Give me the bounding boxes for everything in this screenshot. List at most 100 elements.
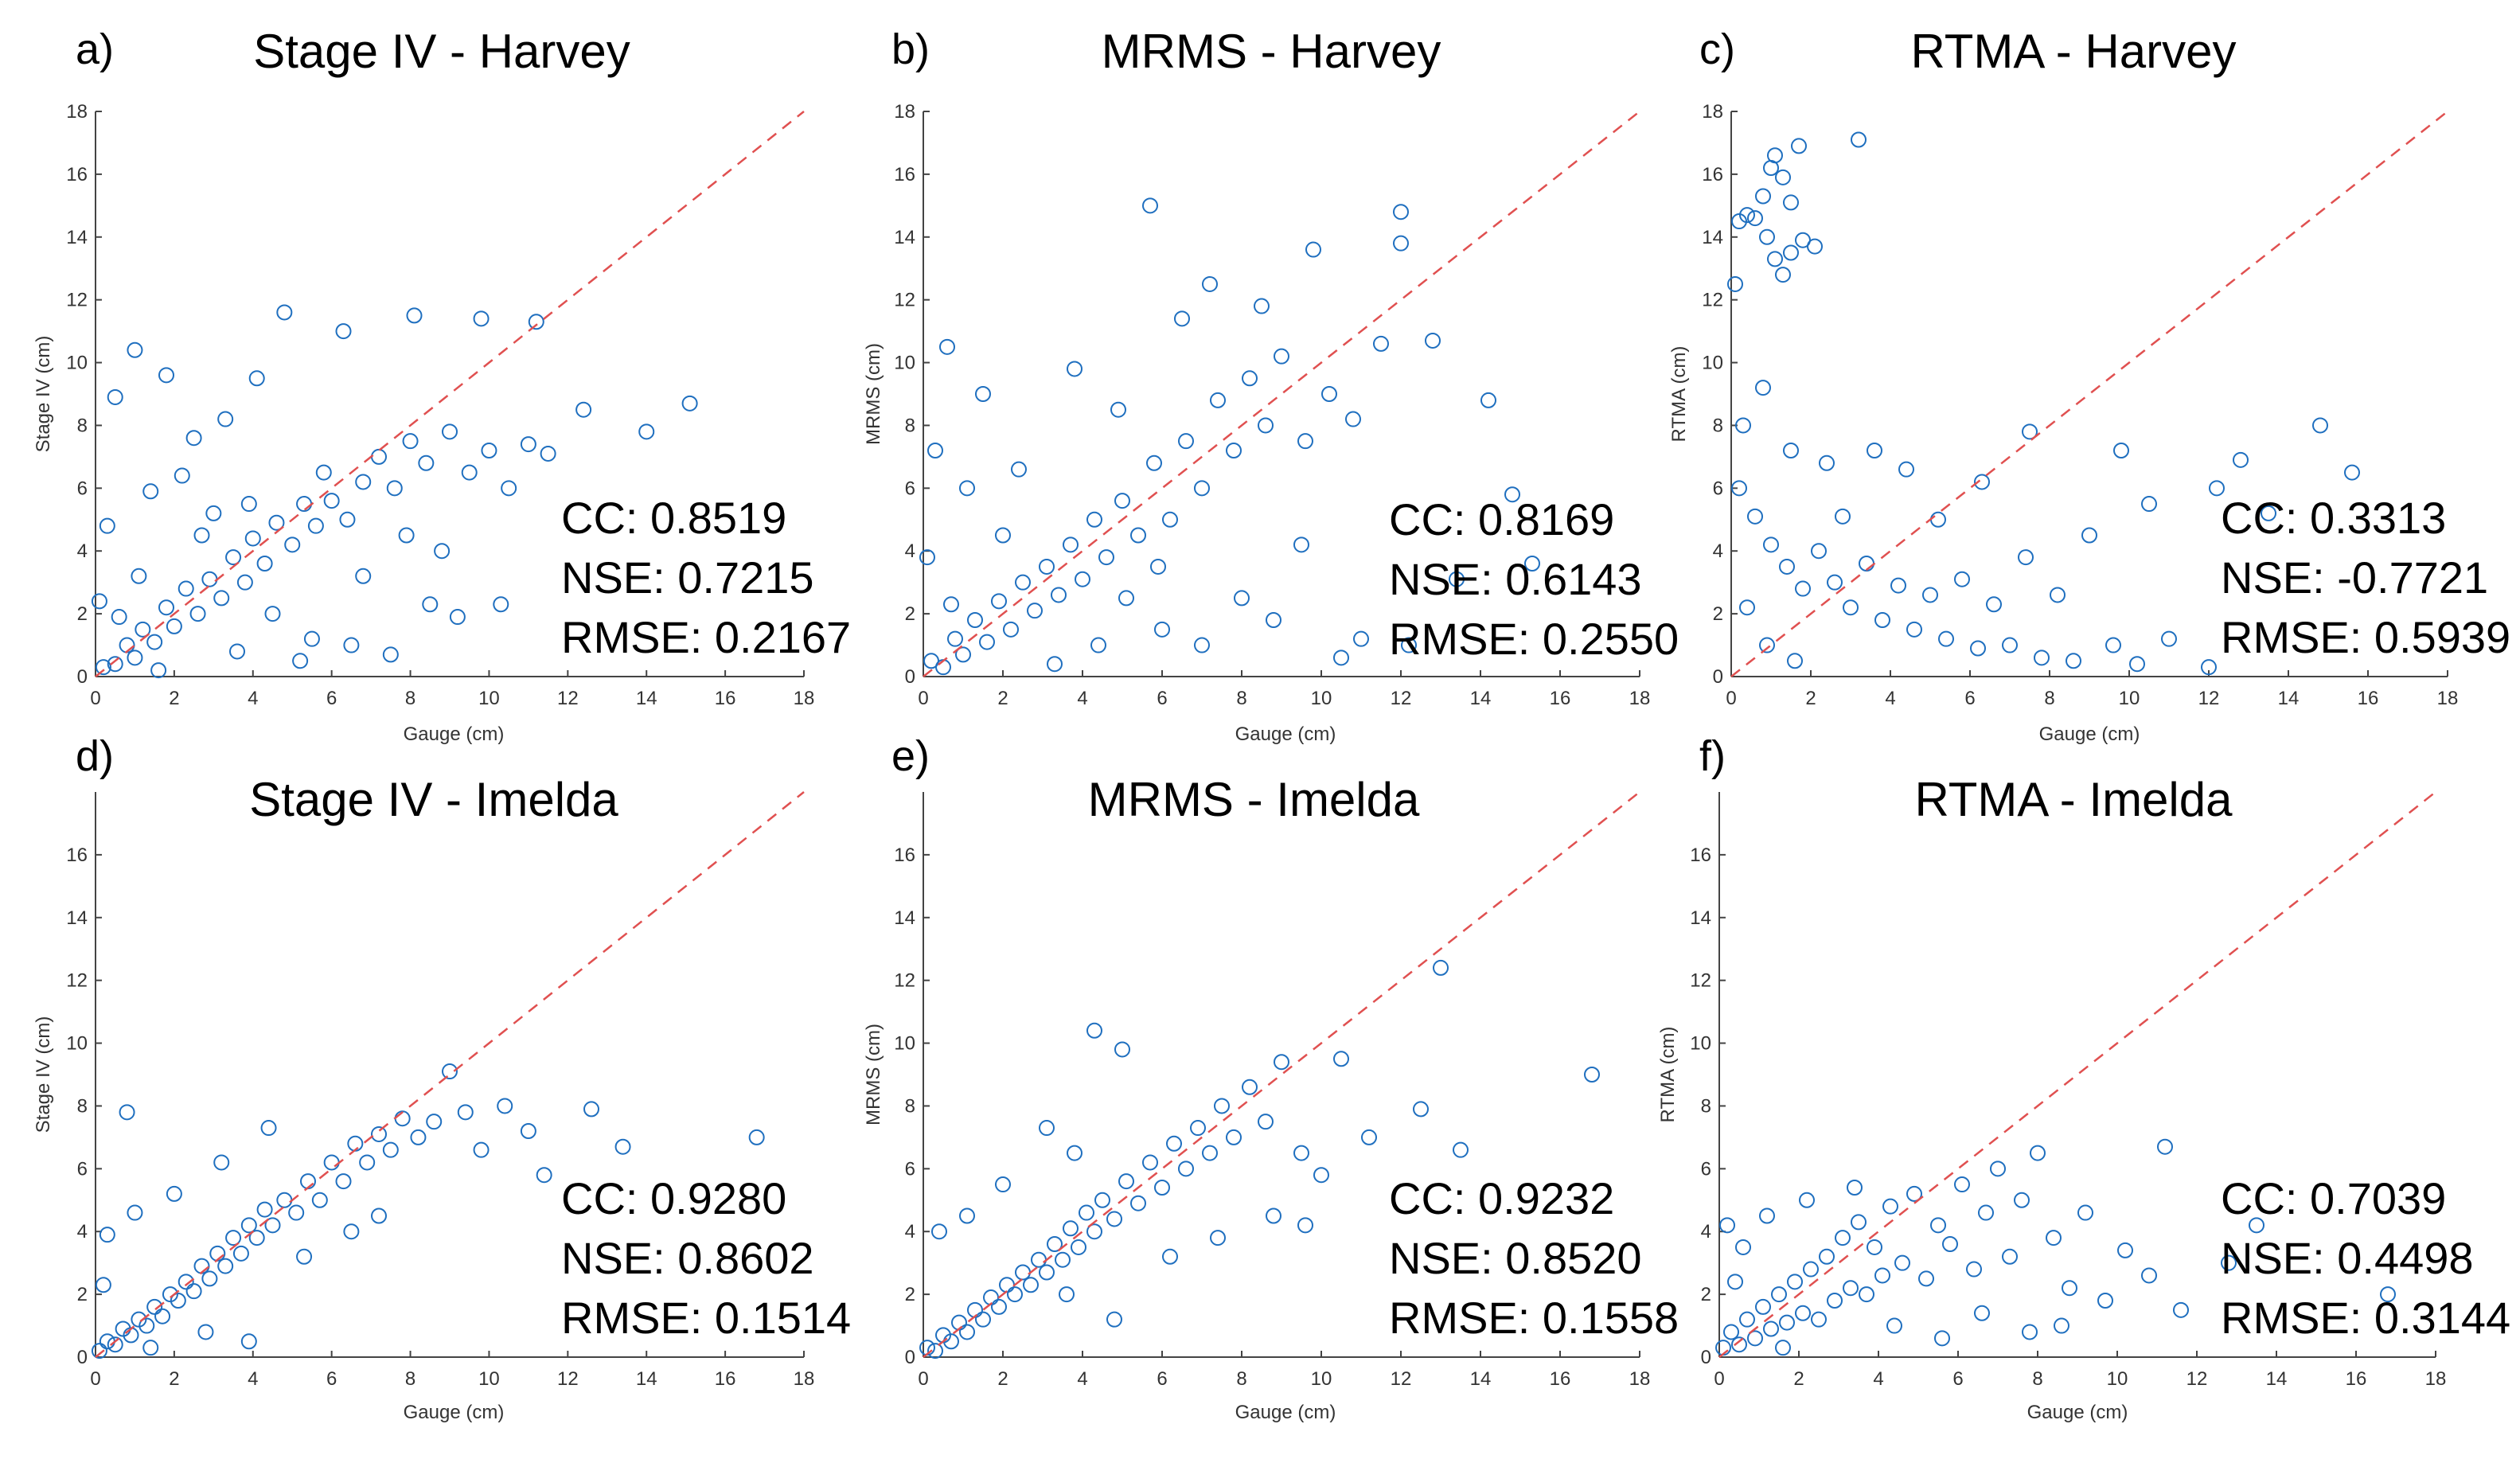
stat-nse-c: NSE: -0.7721 xyxy=(2221,552,2488,603)
scatter-point-b xyxy=(1011,461,1027,478)
scatter-point-d xyxy=(201,1270,218,1287)
scatter-point-c xyxy=(2002,637,2018,653)
panel-label-a: a) xyxy=(76,25,114,73)
scatter-point-d xyxy=(185,1283,202,1300)
scatter-point-a xyxy=(142,483,159,500)
scatter-point-a xyxy=(166,618,182,634)
scatter-point-b xyxy=(1425,332,1441,349)
scatter-point-c xyxy=(1970,640,1986,657)
scatter-point-a xyxy=(146,634,163,650)
panel-title-f: RTMA - Imelda xyxy=(1915,773,2233,826)
scatter-point-d xyxy=(240,1217,257,1234)
x-tick-label-f: 16 xyxy=(2346,1368,2367,1390)
panel-f: f) RTMA - Imelda Gauge (cm) RTMA (cm) 0 2… xyxy=(1657,732,2510,1423)
y-tick-label-c: 18 xyxy=(1702,101,1723,123)
scatter-point-e xyxy=(1118,1173,1134,1190)
y-tick-label-b: 0 xyxy=(905,666,915,688)
scatter-point-d xyxy=(323,1154,340,1171)
scatter-point-b xyxy=(1063,536,1079,553)
scatter-point-d xyxy=(371,1125,387,1142)
scatter-point-f xyxy=(1827,1293,1843,1309)
scatter-point-e xyxy=(1086,1022,1102,1039)
y-tick-label-b: 18 xyxy=(894,101,915,123)
panel-e: e) MRMS - Imelda Gauge (cm) MRMS (cm) 0 2… xyxy=(863,732,1679,1423)
x-tick-label-b: 10 xyxy=(1311,688,1332,709)
scatter-point-e xyxy=(1242,1079,1258,1095)
scatter-point-e xyxy=(1079,1204,1094,1221)
scatter-point-e xyxy=(1007,1286,1023,1303)
x-tick-label-f: 6 xyxy=(1952,1368,1963,1390)
scatter-point-f xyxy=(1978,1204,1994,1221)
scatter-point-b xyxy=(1293,536,1309,553)
scatter-point-a xyxy=(99,517,115,534)
y-tick-label-f: 16 xyxy=(1690,845,1711,866)
scatter-point-a xyxy=(442,423,458,440)
scatter-point-c xyxy=(2233,451,2249,468)
scatter-point-b xyxy=(1015,574,1031,591)
scatter-point-f xyxy=(1771,1286,1787,1303)
scatter-point-f xyxy=(1843,1280,1859,1297)
x-tick-label-a: 14 xyxy=(636,688,657,709)
scatter-point-f xyxy=(1966,1261,1982,1278)
scatter-point-f xyxy=(1811,1311,1827,1328)
x-tick-label-e: 8 xyxy=(1236,1368,1246,1390)
panel-title-e: MRMS - Imelda xyxy=(1088,773,1420,826)
scatter-point-a xyxy=(229,643,245,660)
scatter-point-a xyxy=(244,530,261,547)
scatter-point-b xyxy=(967,612,983,628)
scatter-point-a xyxy=(406,307,423,324)
x-tick-label-d: 18 xyxy=(794,1368,815,1390)
y-axis-label-a: Stage IV (cm) xyxy=(33,336,54,453)
scatter-point-d xyxy=(154,1308,171,1324)
scatter-point-c xyxy=(1874,612,1890,628)
scatter-point-c xyxy=(1767,147,1783,164)
scatter-point-a xyxy=(213,590,230,607)
scatter-point-a xyxy=(240,496,257,513)
y-tick-label-f: 4 xyxy=(1701,1221,1711,1242)
y-tick-label-d: 16 xyxy=(66,845,88,866)
scatter-point-f xyxy=(1755,1298,1771,1315)
scatter-point-b xyxy=(1321,386,1337,402)
scatter-point-e xyxy=(1015,1264,1031,1281)
scatter-point-e xyxy=(1413,1101,1429,1118)
scatter-point-d xyxy=(256,1201,273,1218)
scatter-point-e xyxy=(1202,1145,1218,1161)
stat-cc-b: CC: 0.8169 xyxy=(1389,494,1614,544)
scatter-point-a xyxy=(575,401,592,418)
scatter-point-b xyxy=(1047,656,1063,673)
scatter-point-f xyxy=(1930,1217,1946,1234)
y-tick-label-a: 16 xyxy=(66,164,88,185)
scatter-point-e xyxy=(1063,1220,1079,1237)
panel-label-f: f) xyxy=(1699,732,1726,780)
y-tick-label-b: 8 xyxy=(905,415,915,436)
scatter-point-f xyxy=(1795,1305,1811,1321)
scatter-point-a xyxy=(217,411,234,427)
scatter-point-b xyxy=(995,527,1011,544)
scatter-point-f xyxy=(1787,1274,1803,1290)
scatter-point-e xyxy=(1333,1051,1349,1067)
scatter-point-f xyxy=(2062,1280,2077,1297)
scatter-point-e xyxy=(999,1277,1015,1293)
scatter-point-a xyxy=(418,454,435,471)
scatter-point-c xyxy=(1783,443,1799,458)
scatter-point-d xyxy=(335,1173,352,1190)
scatter-point-a xyxy=(158,599,174,616)
scatter-point-d xyxy=(583,1101,599,1118)
scatter-point-b xyxy=(1202,275,1218,292)
scatter-point-b xyxy=(991,593,1007,610)
y-axis-label-c: RTMA (cm) xyxy=(1668,346,1690,443)
y-tick-label-f: 10 xyxy=(1690,1033,1711,1055)
scatter-point-f xyxy=(1747,1330,1763,1347)
scatter-point-e xyxy=(1162,1248,1178,1265)
scatter-point-e xyxy=(1166,1135,1182,1152)
scatter-point-e xyxy=(1178,1161,1194,1177)
scatter-point-e xyxy=(1433,959,1449,976)
scatter-point-a xyxy=(284,536,301,553)
scatter-point-f xyxy=(1874,1267,1890,1284)
y-tick-label-e: 10 xyxy=(894,1033,915,1055)
x-tick-label-f: 4 xyxy=(1873,1368,1883,1390)
scatter-point-f xyxy=(1974,1305,1990,1321)
scatter-point-a xyxy=(481,443,497,458)
plot-area-c: 0 2 4 6 8 10 12 14 16 18 0 2 4 6 8 10 12 14 16 18 xyxy=(1702,101,2458,709)
scatter-point-b xyxy=(927,443,943,458)
